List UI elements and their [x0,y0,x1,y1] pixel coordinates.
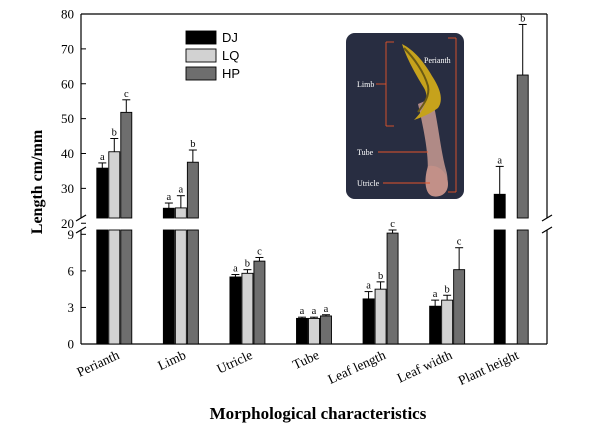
bar-leaf-width-hp [453,269,466,345]
y-tick-label-80: 80 [61,7,74,22]
bar-leaf-length-lq [374,288,387,345]
error-bars [98,23,527,319]
bar-perianth-hp-upper [120,111,133,219]
bars [96,74,529,345]
sig-letter-utricle-lq: b [245,259,250,270]
x-tick-label-utricle: Utricle [214,347,254,376]
bar-perianth-hp [120,229,133,345]
bar-plant-height-hp-upper [516,74,529,219]
bar-perianth-lq-upper [108,151,121,219]
inset-photo: Perianth Limb Tube Utricle [346,33,464,199]
y-tick-label-60: 60 [61,76,74,91]
bar-perianth-dj-upper [96,167,109,219]
bar-plant-height-dj [493,229,506,345]
sig-letter-tube-dj: a [300,306,305,317]
y-tick-label-0: 0 [68,337,75,352]
legend: DJ LQ HP [185,30,240,81]
sig-letter-perianth-hp: c [124,89,129,100]
category-labels: Perianth Limb Utricle Tube Leaf length Leaf w… [74,347,521,388]
sig-letter-perianth-dj: a [100,152,105,163]
photo-label-perianth: Perianth [424,56,451,65]
sig-letter-leaf-length-hp: c [390,219,395,230]
legend-label-lq: LQ [222,48,239,63]
sig-letter-utricle-dj: a [233,264,238,275]
photo-label-tube: Tube [357,148,374,157]
sig-letter-leaf-length-lq: b [378,271,383,282]
sig-letter-limb-hp: b [190,139,195,150]
limb-shape [402,44,441,120]
sig-letter-perianth-lq: b [112,128,117,139]
axis-break-mark-left-bottom [75,226,87,234]
sig-letter-tube-lq: a [312,306,317,317]
axes: 0 3 6 920 30 40 50 60 70 80 [61,7,553,352]
y-tick-label-6: 6 [68,263,75,278]
bar-leaf-length-dj [362,298,375,345]
sig-letter-utricle-hp: c [257,246,262,257]
x-tick-label-tube: Tube [290,347,321,372]
axis-break-mark-right-top [541,214,553,222]
bar-limb-hp-upper [186,161,199,219]
bar-tube-lq [308,317,320,345]
y-tick-label-30: 30 [61,181,74,196]
x-tick-label-limb: Limb [155,347,188,373]
sig-letter-tube-hp: a [324,304,329,315]
legend-swatch-dj [185,30,217,45]
sig-letter-plant-height-hp: b [520,13,525,24]
sig-letter-plant-height-dj: a [497,155,502,166]
bar-limb-dj [162,229,175,345]
bar-utricle-lq [241,272,254,345]
x-tick-label-leaf-length: Leaf length [325,347,388,387]
bar-limb-lq [174,229,187,345]
bar-perianth-lq [108,229,121,345]
sig-letter-leaf-length-dj: a [366,281,371,292]
y-tick-label-20: 20 [61,216,74,231]
axis-break-mark-right-bottom [541,226,553,234]
x-tick-label-perianth: Perianth [74,347,121,380]
y-axis-label: Length cm/mm [29,129,46,234]
bar-leaf-width-dj [429,305,442,345]
axis-break-mark-left-top [75,214,87,222]
x-axis-label: Morphological characteristics [210,404,427,423]
limb-dark-vein [403,47,430,113]
bar-plant-height-dj-upper [493,193,506,219]
bar-utricle-dj [229,276,242,345]
legend-swatch-lq [185,48,217,63]
legend-label-dj: DJ [222,30,238,45]
x-tick-label-plant-height: Plant height [456,347,521,388]
bar-tube-dj [296,317,308,345]
bar-leaf-length-hp [386,232,399,345]
bar-tube-hp [320,315,332,345]
y-tick-label-70: 70 [61,41,74,56]
bar-limb-hp [186,229,199,345]
y-tick-label-50: 50 [61,111,74,126]
bar-limb-lq-upper [174,207,187,219]
bar-utricle-hp [253,260,266,345]
photo-label-utricle: Utricle [357,179,380,188]
bar-plant-height-hp [516,229,529,345]
bar-leaf-width-lq [441,299,454,345]
bar-perianth-dj [96,229,109,345]
bar-limb-dj-upper [162,207,175,219]
x-tick-label-leaf-width: Leaf width [395,347,455,386]
y-tick-label-40: 40 [61,146,74,161]
sig-letter-leaf-width-dj: a [433,289,438,300]
y-tick-label-9: 9 [68,227,75,242]
y-tick-label-3: 3 [68,300,75,315]
sig-letter-leaf-width-hp: c [457,237,462,248]
legend-label-hp: HP [222,66,240,81]
utricle-shape [425,165,448,197]
photo-label-limb: Limb [357,80,374,89]
sig-letter-limb-lq: a [179,185,184,196]
legend-swatch-hp [185,66,217,81]
sig-letter-limb-dj: a [167,192,172,203]
sig-letter-leaf-width-lq: b [445,284,450,295]
